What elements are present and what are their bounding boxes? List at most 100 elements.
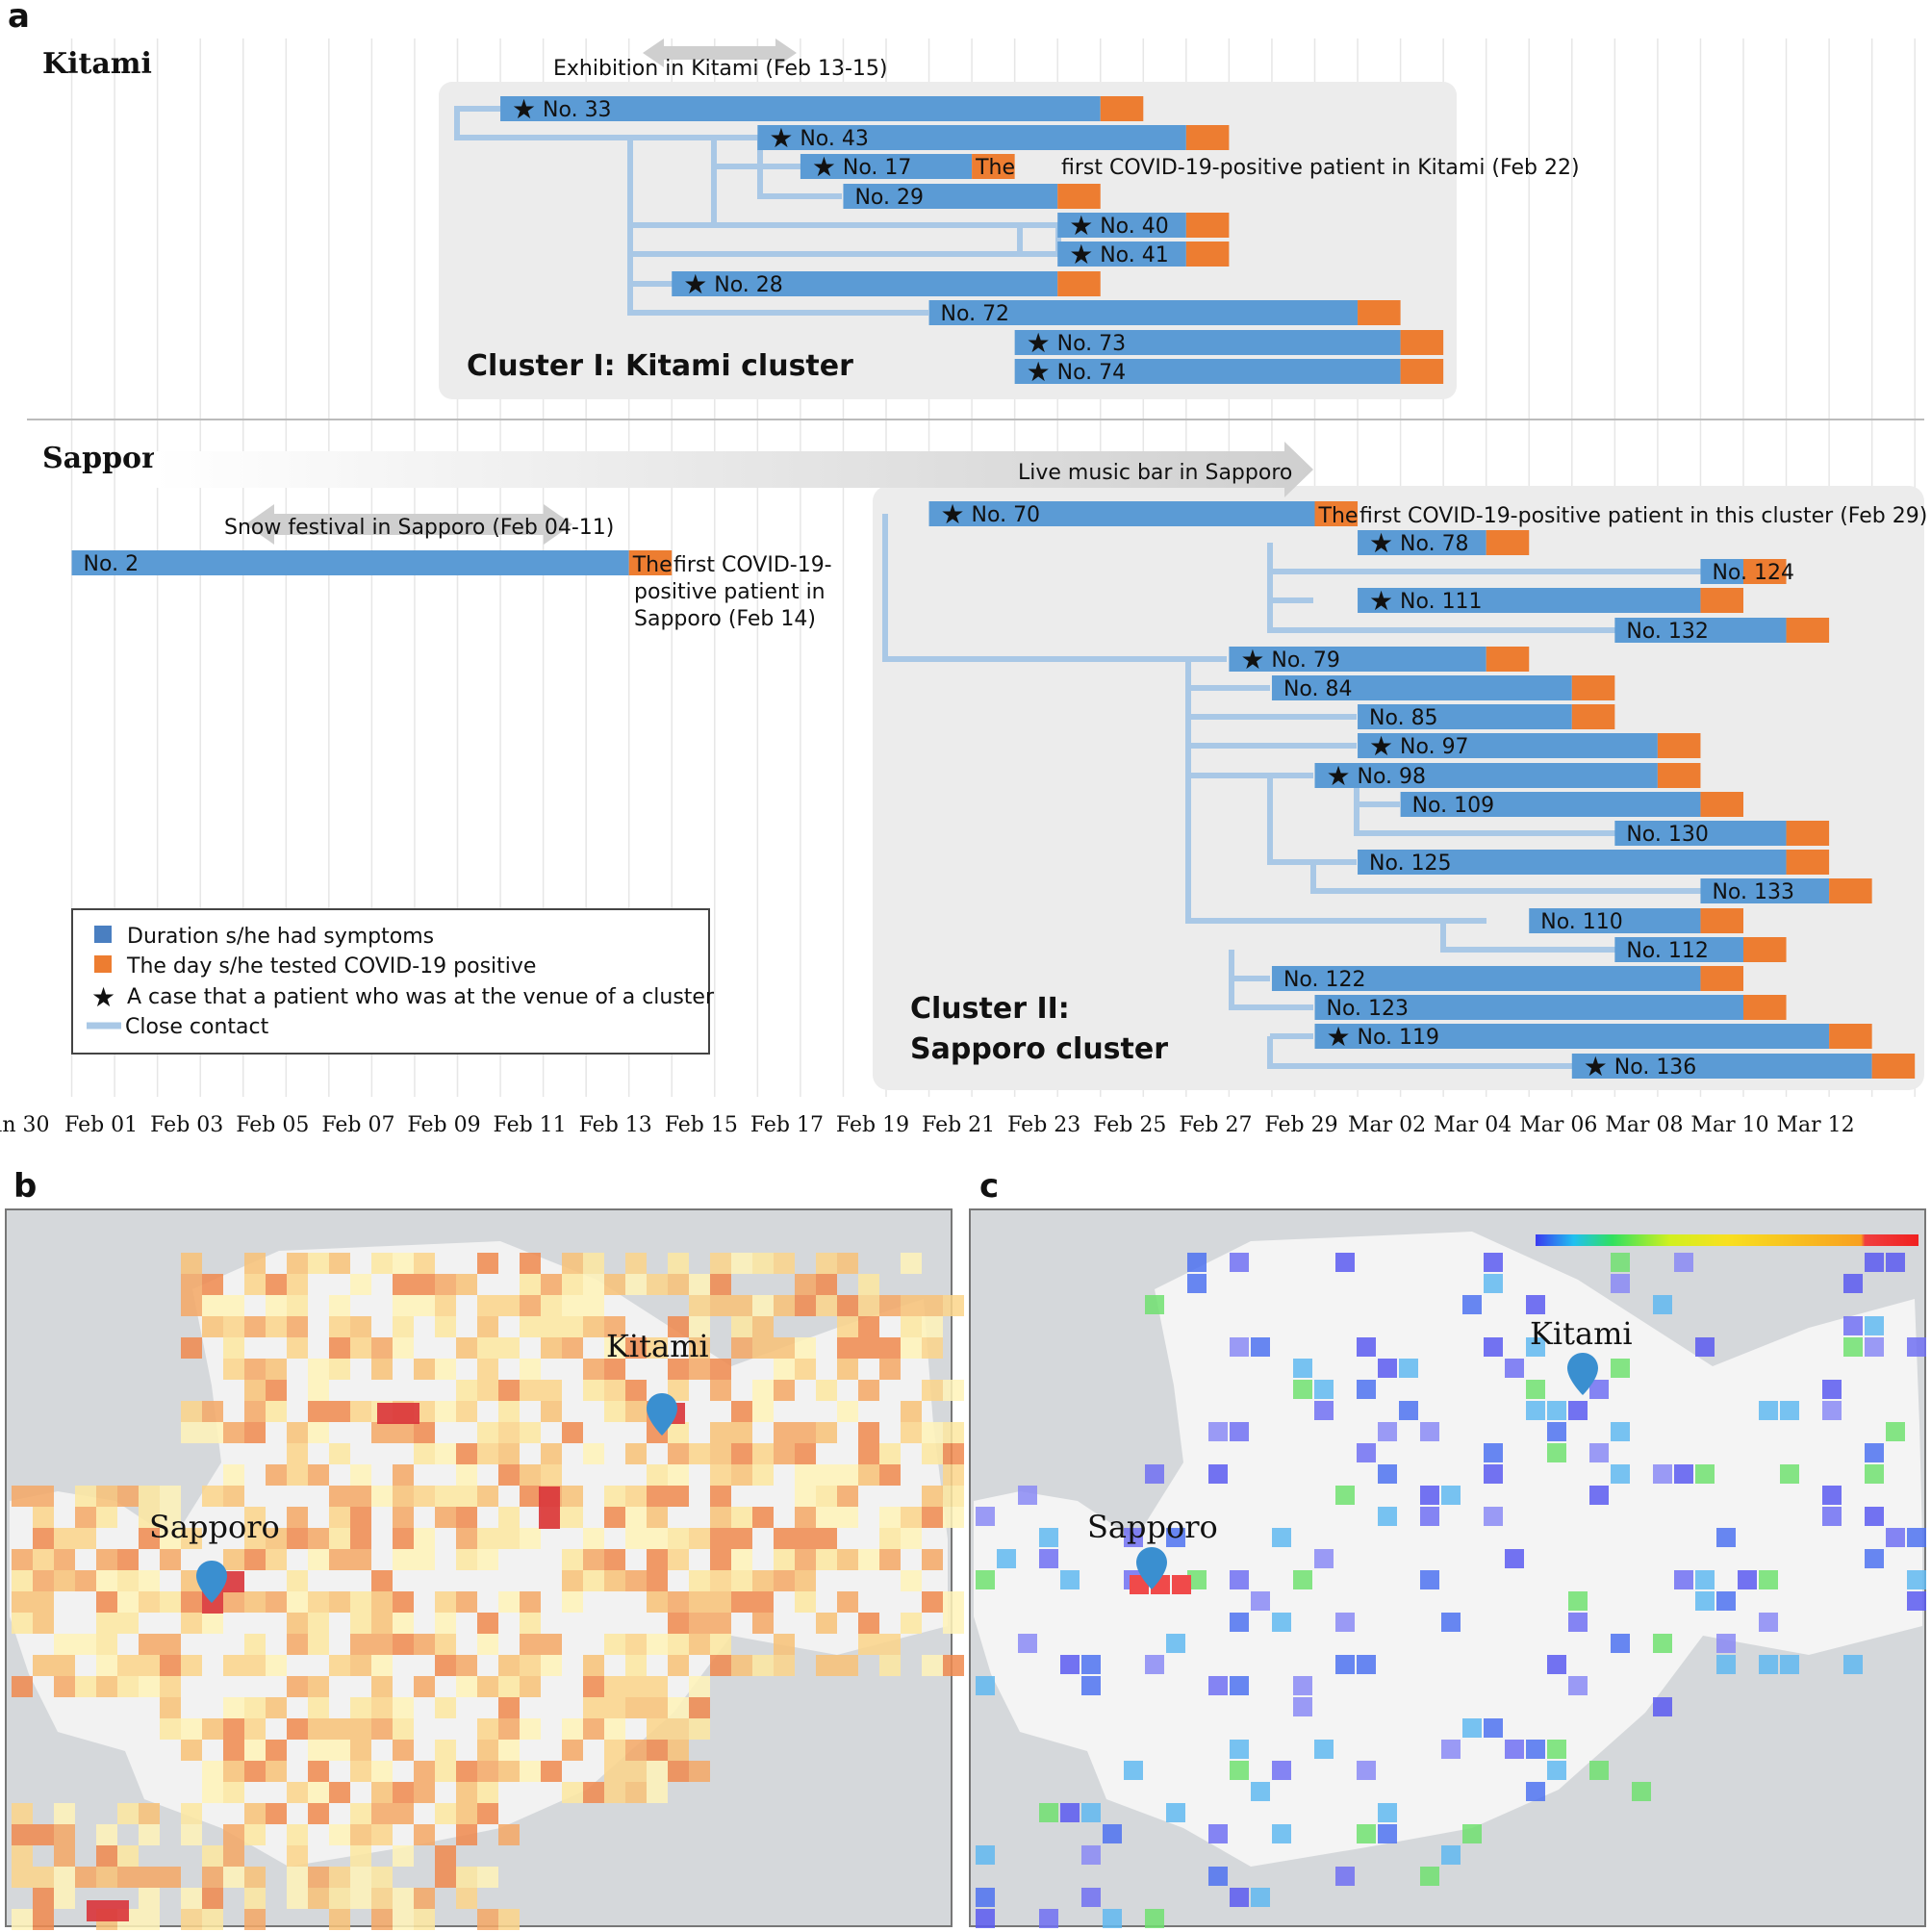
heat-cell [308, 1740, 329, 1761]
heat-cell [943, 1443, 964, 1464]
heat-cell [1145, 1295, 1164, 1314]
heat-cell [647, 1528, 668, 1549]
case-bar: ★ No. 79 [1229, 644, 1530, 675]
heat-cell [223, 1782, 244, 1803]
heat-cell [498, 1380, 520, 1401]
heat-cell [266, 1591, 287, 1613]
heat-cell [244, 1909, 266, 1930]
heat-cell [266, 1761, 287, 1782]
heat-cell [393, 1697, 414, 1718]
heat-cell [1526, 1380, 1545, 1399]
heat-cell [647, 1761, 668, 1782]
heat-cell [1547, 1401, 1566, 1420]
heat-cell [901, 1253, 922, 1274]
heat-cell [583, 1253, 604, 1274]
heat-cell [901, 1316, 922, 1337]
heat-cell [181, 1909, 202, 1930]
heat-cell [520, 1676, 541, 1697]
heat-cell [139, 1803, 160, 1824]
close-contact-line [1440, 921, 1616, 953]
heat-cell [75, 1867, 96, 1888]
heat-cell [647, 1507, 668, 1528]
positive-day-bar [1786, 821, 1830, 846]
heat-cell [1272, 1613, 1291, 1632]
heat-cell [583, 1697, 604, 1718]
heat-cell [583, 1380, 604, 1401]
heat-cell [308, 1761, 329, 1782]
heat-cell [774, 1359, 795, 1380]
heat-cell [520, 1591, 541, 1613]
heat-cell [647, 1274, 668, 1295]
heat-cell [858, 1443, 879, 1464]
heat-cell [498, 1443, 520, 1464]
star-icon: ★ [1069, 210, 1093, 242]
heat-cell-hot [377, 1403, 398, 1424]
heat-cell [329, 1295, 350, 1316]
heat-cell [75, 1507, 96, 1528]
heat-cell [710, 1634, 731, 1655]
heat-cell [477, 1909, 498, 1930]
heat-cell [816, 1613, 837, 1634]
heat-cell [668, 1464, 689, 1486]
heat-cell [139, 1486, 160, 1507]
heat-cell [520, 1528, 541, 1549]
case-bar: No. 130 [1614, 821, 1830, 847]
heat-cell [371, 1486, 393, 1507]
symptom-bar [1614, 821, 1787, 846]
heat-cell [287, 1634, 308, 1655]
positive-day-bar [1657, 733, 1701, 758]
heat-cell [350, 1697, 371, 1718]
heat-cell [244, 1549, 266, 1570]
heat-cell [33, 1528, 54, 1549]
heat-cell [266, 1803, 287, 1824]
x-tick-label: Mar 02 [1348, 1113, 1426, 1137]
heat-cell [668, 1486, 689, 1507]
heat-cell [922, 1337, 943, 1359]
heat-cell [435, 1803, 456, 1824]
case-bar: ★ No. 73 [1014, 327, 1444, 359]
heat-cell [816, 1507, 837, 1528]
heat-cell [583, 1718, 604, 1740]
heat-cell [1124, 1528, 1143, 1547]
heat-cell [244, 1888, 266, 1909]
heat-cell [287, 1443, 308, 1464]
heat-cell [1759, 1570, 1778, 1589]
heat-cell [879, 1359, 901, 1380]
heat-cell [1420, 1507, 1439, 1526]
positive-day-bar [1657, 763, 1701, 788]
case-bar: ★ No. 136 [1571, 1051, 1916, 1082]
heat-cell [901, 1401, 922, 1422]
heat-cell [1547, 1422, 1566, 1441]
heat-cell [350, 1740, 371, 1761]
positive-day-bar [1486, 647, 1530, 672]
heat-cell [350, 1464, 371, 1486]
heat-cell [1907, 1337, 1926, 1357]
heat-cell [329, 1316, 350, 1337]
heat-cell [456, 1591, 477, 1613]
heat-cell [625, 1337, 647, 1359]
heat-cell [308, 1464, 329, 1486]
heat-cell [625, 1528, 647, 1549]
heat-cell [1314, 1549, 1334, 1568]
heat-cell [350, 1274, 371, 1295]
heat-cell [371, 1824, 393, 1845]
heat-cell [816, 1422, 837, 1443]
case-label: No. 70 [972, 503, 1041, 527]
heat-cell [1314, 1380, 1334, 1399]
heat-cell [477, 1528, 498, 1549]
symptom-bar [1358, 530, 1486, 555]
heat-cell [287, 1676, 308, 1697]
heat-cell [837, 1295, 858, 1316]
heat-cell [117, 1867, 139, 1888]
heat-cell [922, 1380, 943, 1401]
heat-cell [1484, 1507, 1503, 1526]
heat-cell [976, 1888, 995, 1907]
positive-day-bar [1185, 213, 1230, 238]
music-bar-arrow [154, 442, 1313, 497]
heat-cell [1526, 1782, 1545, 1801]
heat-cell [371, 1697, 393, 1718]
heat-cell [710, 1422, 731, 1443]
heat-cell [858, 1549, 879, 1570]
case-label: No. 41 [1100, 243, 1169, 267]
heat-cell [329, 1253, 350, 1274]
